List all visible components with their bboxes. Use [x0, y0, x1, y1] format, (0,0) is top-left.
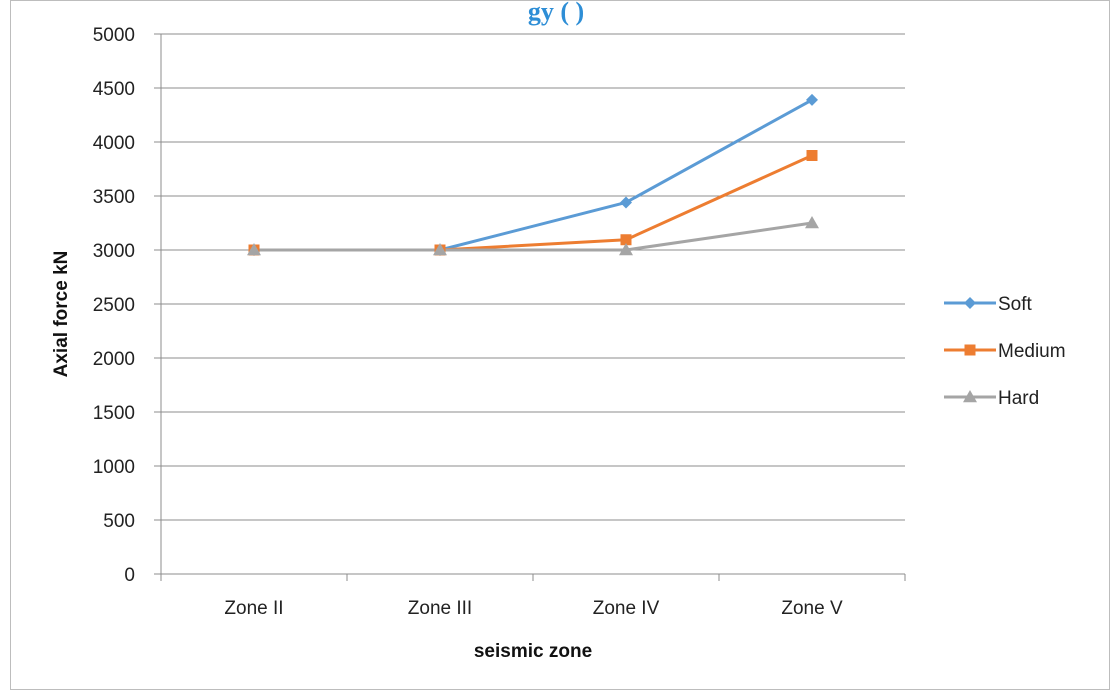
x-axis-title: seismic zone [474, 641, 592, 662]
y-tick-label-2500: 2500 [93, 295, 135, 316]
marker-hard-4 [805, 216, 819, 229]
gridlines [161, 33, 905, 521]
legend-label-hard: Hard [998, 388, 1039, 409]
marker-hard-2 [433, 243, 447, 256]
y-tick-label-3000: 3000 [93, 241, 135, 262]
y-axis-title: Axial force kN [51, 251, 72, 378]
y-tick-label-5000: 5000 [93, 25, 135, 46]
y-tick-label-1000: 1000 [93, 457, 135, 478]
x-tick-label-1: Zone II [224, 598, 283, 619]
axes [154, 33, 906, 581]
legend-label-soft: Soft [998, 294, 1033, 315]
series-lines [254, 98, 813, 252]
series-markers [247, 93, 819, 256]
y-tick-label-4500: 4500 [93, 79, 135, 100]
x-tick-label-2: Zone III [408, 598, 472, 619]
chart-frame [10, 0, 1110, 690]
y-tick-label-500: 500 [103, 511, 135, 532]
y-tick-label-3500: 3500 [93, 187, 135, 208]
legend: Soft Medium Hard [944, 294, 1066, 409]
y-tick-label-1500: 1500 [93, 403, 135, 424]
legend-marker-medium [964, 344, 976, 356]
marker-soft-3 [620, 196, 632, 209]
marker-soft-4 [806, 93, 818, 106]
x-tick-labels: Zone II Zone III Zone IV Zone V [224, 598, 843, 619]
chart-title-fragment: gy ( ) [528, 0, 584, 26]
y-tick-label-4000: 4000 [93, 133, 135, 154]
x-tick-label-3: Zone IV [593, 598, 660, 619]
legend-label-medium: Medium [998, 341, 1066, 362]
x-tick-label-4: Zone V [781, 598, 843, 619]
legend-marker-soft [964, 297, 976, 309]
marker-hard-3 [619, 243, 633, 256]
marker-medium-3 [620, 234, 632, 246]
marker-hard-1 [247, 243, 261, 256]
series-line-hard [254, 221, 813, 252]
legend-marker-hard [963, 390, 977, 403]
y-tick-labels: 0 500 1000 1500 2000 2500 3000 3500 4000 4500 5000 [93, 25, 135, 586]
y-tick-label-2000: 2000 [93, 349, 135, 370]
series-line-soft [254, 98, 813, 252]
y-tick-label-0: 0 [124, 565, 135, 586]
marker-medium-4 [806, 150, 818, 161]
